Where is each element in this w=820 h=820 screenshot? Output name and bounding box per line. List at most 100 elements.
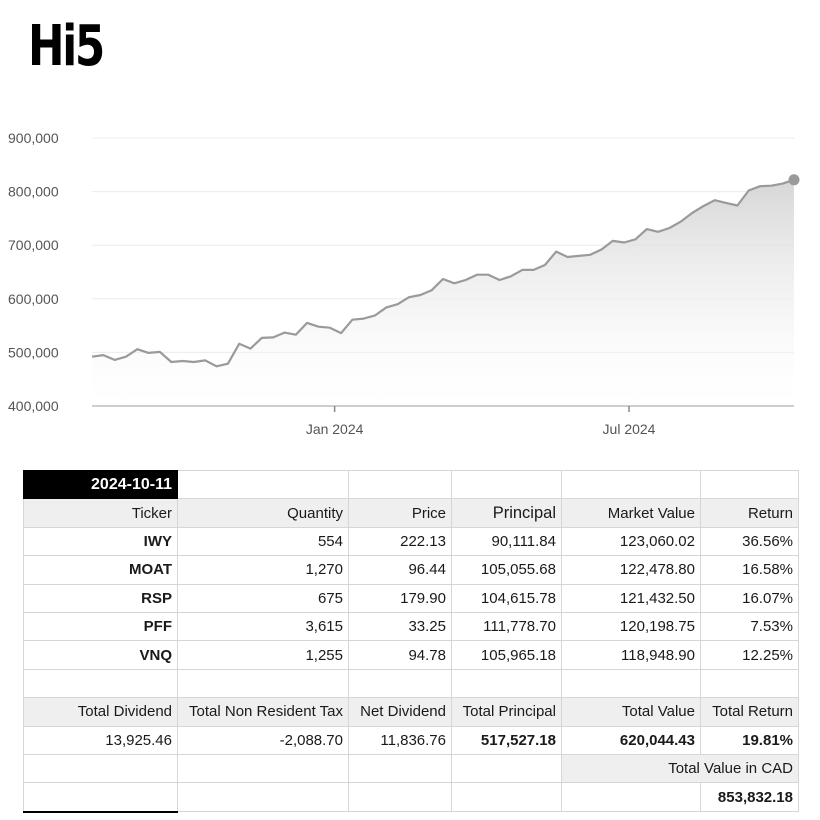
empty-cell[interactable] xyxy=(178,669,349,697)
market-value-cell[interactable]: 121,432.50 xyxy=(562,584,701,612)
data-point xyxy=(441,277,444,280)
data-point xyxy=(747,189,750,192)
empty-cell[interactable] xyxy=(178,783,349,812)
price-cell[interactable]: 94.78 xyxy=(349,641,452,669)
quantity-cell[interactable]: 675 xyxy=(178,584,349,612)
principal-cell[interactable]: 105,055.68 xyxy=(452,556,562,584)
empty-cell[interactable] xyxy=(452,471,562,499)
data-point xyxy=(509,275,512,278)
data-point xyxy=(272,336,275,339)
ticker-cell[interactable]: MOAT xyxy=(24,556,178,584)
data-point xyxy=(238,342,241,345)
header-total-principal[interactable]: Total Principal xyxy=(452,698,562,726)
data-point xyxy=(634,238,637,241)
header-quantity[interactable]: Quantity xyxy=(178,499,349,527)
summary-header-row: Total Dividend Total Non Resident Tax Ne… xyxy=(24,698,799,726)
data-point xyxy=(589,253,592,256)
header-return[interactable]: Return xyxy=(701,499,799,527)
data-point xyxy=(283,331,286,334)
market-value-cell[interactable]: 123,060.02 xyxy=(562,527,701,555)
ticker-cell[interactable]: PFF xyxy=(24,612,178,640)
return-cell[interactable]: 16.58% xyxy=(701,556,799,584)
empty-cell[interactable] xyxy=(562,783,701,812)
header-total-return[interactable]: Total Return xyxy=(701,698,799,726)
quantity-cell[interactable]: 1,270 xyxy=(178,556,349,584)
return-cell[interactable]: 7.53% xyxy=(701,612,799,640)
y-tick-label: 800,000 xyxy=(8,184,59,200)
header-total-dividend[interactable]: Total Dividend xyxy=(24,698,178,726)
total-value-cad-label[interactable]: Total Value in CAD xyxy=(562,754,799,782)
total-principal-value[interactable]: 517,527.18 xyxy=(452,726,562,754)
data-point xyxy=(407,296,410,299)
empty-cell[interactable] xyxy=(701,669,799,697)
data-point xyxy=(170,360,173,363)
sheet-date[interactable]: 2024-10-11 xyxy=(24,471,178,499)
empty-cell[interactable] xyxy=(24,783,178,812)
data-point xyxy=(362,317,365,320)
data-point xyxy=(124,355,127,358)
quantity-cell[interactable]: 554 xyxy=(178,527,349,555)
empty-cell[interactable] xyxy=(178,754,349,782)
total-value-cad-value[interactable]: 853,832.18 xyxy=(701,783,799,812)
empty-cell[interactable] xyxy=(349,783,452,812)
empty-cell[interactable] xyxy=(452,783,562,812)
header-ticker[interactable]: Ticker xyxy=(24,499,178,527)
header-principal[interactable]: Principal xyxy=(452,499,562,527)
data-point xyxy=(147,351,150,354)
market-value-cell[interactable]: 122,478.80 xyxy=(562,556,701,584)
quantity-cell[interactable]: 1,255 xyxy=(178,641,349,669)
empty-cell[interactable] xyxy=(349,669,452,697)
empty-cell[interactable] xyxy=(178,471,349,499)
header-total-non-resident-tax[interactable]: Total Non Resident Tax xyxy=(178,698,349,726)
quantity-cell[interactable]: 3,615 xyxy=(178,612,349,640)
data-point xyxy=(690,211,693,214)
ticker-cell[interactable]: RSP xyxy=(24,584,178,612)
total-value-value[interactable]: 620,044.43 xyxy=(562,726,701,754)
empty-cell[interactable] xyxy=(24,669,178,697)
principal-cell[interactable]: 111,778.70 xyxy=(452,612,562,640)
header-price[interactable]: Price xyxy=(349,499,452,527)
total-return-value[interactable]: 19.81% xyxy=(701,726,799,754)
price-cell[interactable]: 96.44 xyxy=(349,556,452,584)
header-net-dividend[interactable]: Net Dividend xyxy=(349,698,452,726)
total-dividend-value[interactable]: 13,925.46 xyxy=(24,726,178,754)
principal-cell[interactable]: 105,965.18 xyxy=(452,641,562,669)
return-cell[interactable]: 36.56% xyxy=(701,527,799,555)
header-market-value[interactable]: Market Value xyxy=(562,499,701,527)
x-tick-label: Jan 2024 xyxy=(306,421,364,437)
price-cell[interactable]: 222.13 xyxy=(349,527,452,555)
price-cell[interactable]: 33.25 xyxy=(349,612,452,640)
empty-cell[interactable] xyxy=(349,754,452,782)
data-point xyxy=(645,228,648,231)
empty-cell[interactable] xyxy=(701,471,799,499)
empty-cell[interactable] xyxy=(562,669,701,697)
total-non-resident-tax-value[interactable]: -2,088.70 xyxy=(178,726,349,754)
data-point xyxy=(260,336,263,339)
data-point xyxy=(668,226,671,229)
data-point xyxy=(555,250,558,253)
data-point xyxy=(713,199,716,202)
data-point xyxy=(577,254,580,257)
ticker-cell[interactable]: IWY xyxy=(24,527,178,555)
empty-cell[interactable] xyxy=(24,754,178,782)
price-cell[interactable]: 179.90 xyxy=(349,584,452,612)
data-point xyxy=(419,293,422,296)
empty-cell[interactable] xyxy=(349,471,452,499)
data-point xyxy=(102,353,105,356)
empty-cell[interactable] xyxy=(452,754,562,782)
empty-cell[interactable] xyxy=(452,669,562,697)
data-point xyxy=(623,241,626,244)
ticker-cell[interactable]: VNQ xyxy=(24,641,178,669)
principal-cell[interactable]: 104,615.78 xyxy=(452,584,562,612)
data-point xyxy=(136,348,139,351)
principal-cell[interactable]: 90,111.84 xyxy=(452,527,562,555)
net-dividend-value[interactable]: 11,836.76 xyxy=(349,726,452,754)
market-value-cell[interactable]: 120,198.75 xyxy=(562,612,701,640)
market-value-cell[interactable]: 118,948.90 xyxy=(562,641,701,669)
empty-cell[interactable] xyxy=(562,471,701,499)
return-cell[interactable]: 16.07% xyxy=(701,584,799,612)
header-total-value[interactable]: Total Value xyxy=(562,698,701,726)
return-cell[interactable]: 12.25% xyxy=(701,641,799,669)
data-point xyxy=(475,273,478,276)
holding-row-vnq: VNQ 1,255 94.78 105,965.18 118,948.90 12… xyxy=(24,641,799,669)
